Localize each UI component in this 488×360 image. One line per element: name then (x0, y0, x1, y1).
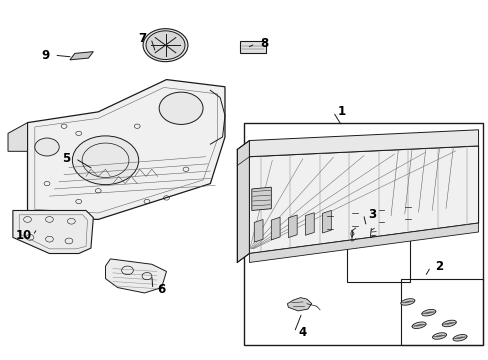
Ellipse shape (441, 320, 455, 327)
Text: 2: 2 (435, 260, 443, 273)
Circle shape (35, 138, 59, 156)
Polygon shape (305, 213, 314, 235)
Polygon shape (249, 223, 478, 262)
Polygon shape (251, 187, 271, 211)
Polygon shape (288, 215, 297, 238)
Polygon shape (249, 146, 478, 253)
Text: 3: 3 (367, 208, 376, 221)
Polygon shape (322, 211, 330, 233)
Bar (239, 41, 266, 53)
Text: 10: 10 (16, 229, 32, 242)
Polygon shape (271, 217, 280, 240)
Bar (32, 223, 64, 232)
Polygon shape (70, 51, 93, 60)
Text: 8: 8 (259, 37, 267, 50)
Ellipse shape (400, 299, 414, 305)
Circle shape (146, 31, 184, 59)
Text: 6: 6 (157, 283, 165, 296)
Polygon shape (350, 230, 353, 237)
Polygon shape (105, 259, 166, 293)
Polygon shape (13, 211, 93, 253)
Ellipse shape (432, 333, 446, 339)
Polygon shape (287, 298, 311, 311)
Polygon shape (27, 80, 224, 220)
Circle shape (143, 29, 187, 62)
Polygon shape (237, 140, 249, 262)
Text: 1: 1 (337, 105, 346, 118)
Polygon shape (249, 130, 478, 157)
Text: 4: 4 (298, 326, 306, 339)
Circle shape (159, 92, 203, 125)
Ellipse shape (411, 322, 425, 329)
Ellipse shape (452, 334, 466, 341)
Circle shape (72, 136, 139, 185)
Text: 9: 9 (41, 49, 50, 62)
Bar (346, 226, 409, 282)
Polygon shape (254, 220, 263, 242)
Bar (244, 123, 483, 345)
Bar (400, 279, 483, 345)
Text: 5: 5 (62, 152, 70, 165)
Text: 7: 7 (138, 32, 146, 45)
Polygon shape (8, 123, 27, 151)
Ellipse shape (421, 310, 435, 316)
